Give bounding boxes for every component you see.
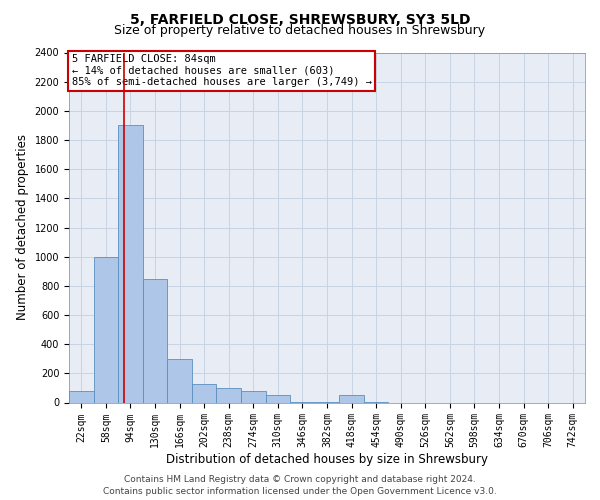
Bar: [118, 126, 143, 402]
Bar: [69, 391, 94, 402]
Bar: [339, 395, 364, 402]
Bar: [167, 358, 192, 403]
Bar: [143, 278, 167, 402]
Bar: [192, 384, 217, 402]
Bar: [241, 391, 266, 402]
Text: Size of property relative to detached houses in Shrewsbury: Size of property relative to detached ho…: [115, 24, 485, 37]
Text: 5, FARFIELD CLOSE, SHREWSBURY, SY3 5LD: 5, FARFIELD CLOSE, SHREWSBURY, SY3 5LD: [130, 12, 470, 26]
Text: 5 FARFIELD CLOSE: 84sqm
← 14% of detached houses are smaller (603)
85% of semi-d: 5 FARFIELD CLOSE: 84sqm ← 14% of detache…: [71, 54, 371, 88]
Text: Contains HM Land Registry data © Crown copyright and database right 2024.
Contai: Contains HM Land Registry data © Crown c…: [103, 474, 497, 496]
Bar: [266, 395, 290, 402]
X-axis label: Distribution of detached houses by size in Shrewsbury: Distribution of detached houses by size …: [166, 453, 488, 466]
Y-axis label: Number of detached properties: Number of detached properties: [16, 134, 29, 320]
Bar: [94, 256, 118, 402]
Bar: [217, 388, 241, 402]
